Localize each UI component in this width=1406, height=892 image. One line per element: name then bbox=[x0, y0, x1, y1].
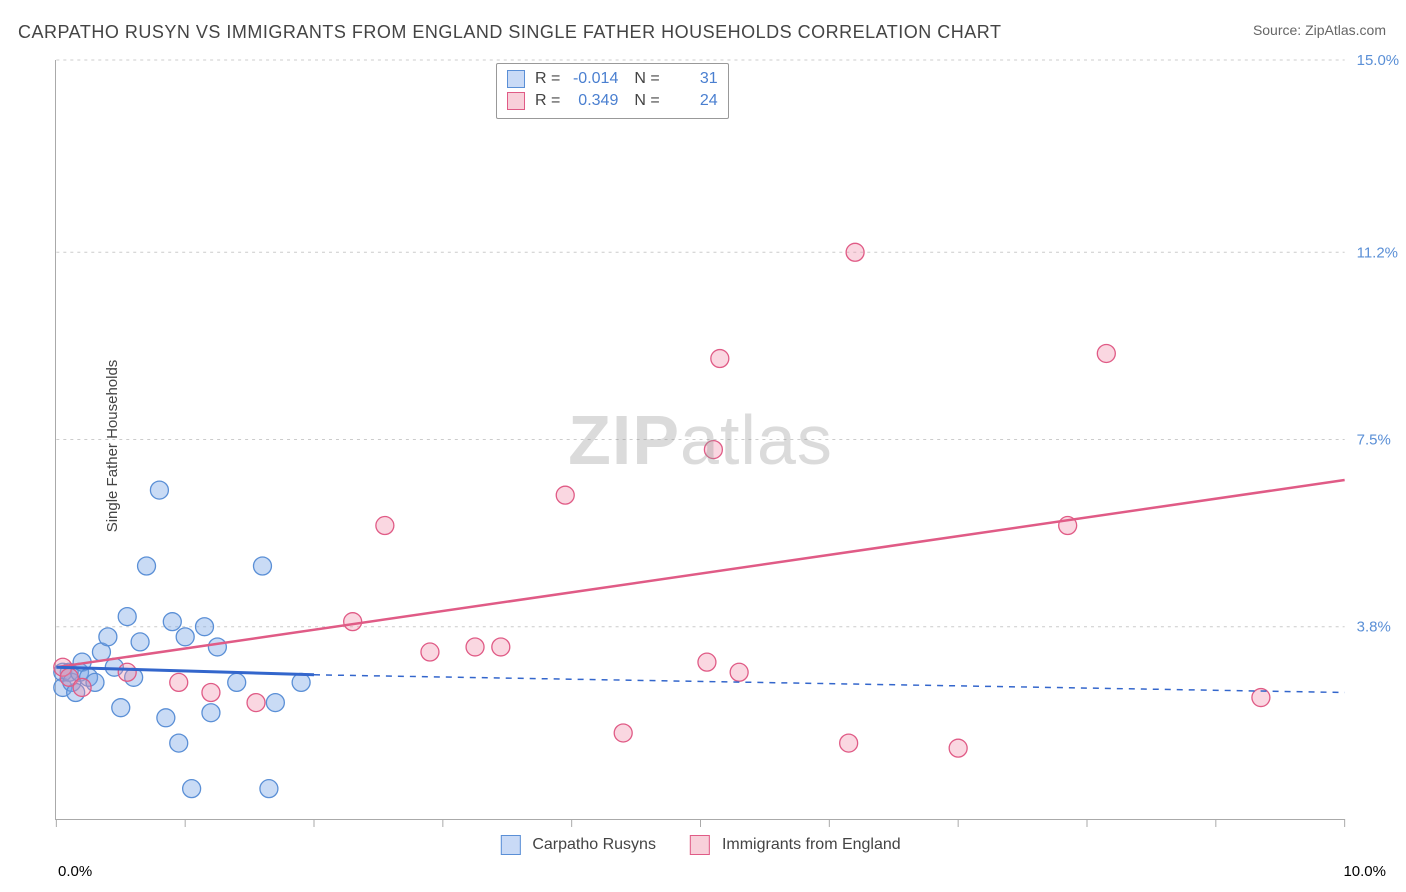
x-tick-label-max: 10.0% bbox=[1343, 863, 1386, 880]
legend-item: Carpatho Rusyns bbox=[500, 835, 656, 855]
legend-swatch bbox=[690, 835, 710, 855]
legend-swatch bbox=[500, 835, 520, 855]
svg-text:3.8%: 3.8% bbox=[1357, 619, 1391, 636]
legend: Carpatho Rusyns Immigrants from England bbox=[500, 835, 900, 855]
svg-text:7.5%: 7.5% bbox=[1357, 431, 1391, 448]
svg-text:15.0%: 15.0% bbox=[1357, 52, 1399, 69]
stats-swatch bbox=[507, 92, 525, 110]
svg-text:11.2%: 11.2% bbox=[1357, 244, 1398, 261]
source-label: Source: ZipAtlas.com bbox=[1253, 22, 1386, 38]
chart-container: CARPATHO RUSYN VS IMMIGRANTS FROM ENGLAN… bbox=[0, 0, 1406, 892]
stats-box: R = -0.014 N = 31 R = 0.349 N = 24 bbox=[496, 63, 729, 119]
chart-title: CARPATHO RUSYN VS IMMIGRANTS FROM ENGLAN… bbox=[18, 22, 1001, 43]
plot-area: ZIPatlas 3.8%7.5%11.2%15.0% R = -0.014 N… bbox=[55, 60, 1345, 820]
legend-item: Immigrants from England bbox=[690, 835, 901, 855]
chart-svg: 3.8%7.5%11.2%15.0% bbox=[56, 60, 1345, 819]
stats-swatch bbox=[507, 70, 525, 88]
x-tick-label-min: 0.0% bbox=[58, 863, 92, 880]
